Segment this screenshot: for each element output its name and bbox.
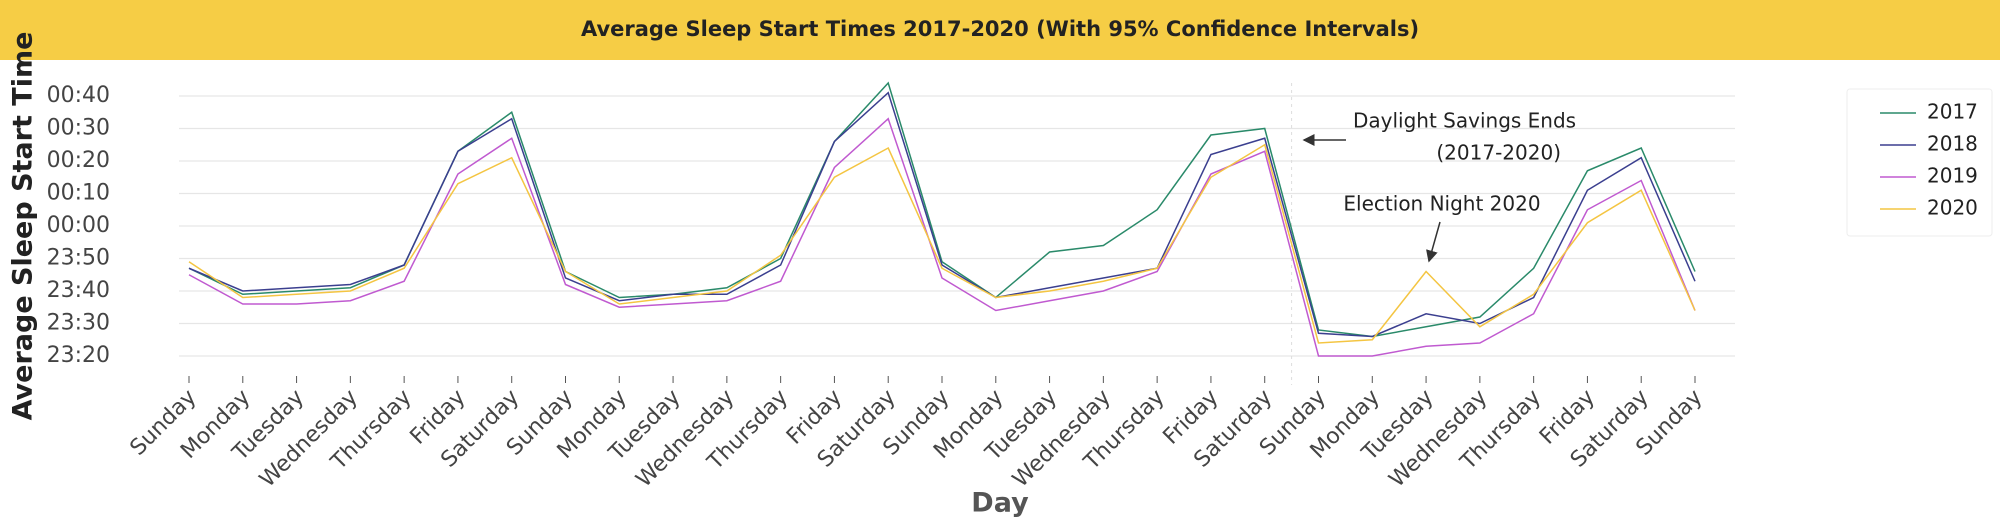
legend-label: 2019 [1927, 164, 1978, 188]
title-band [0, 0, 2000, 60]
annotation: Election Night 2020 [1343, 192, 1540, 216]
series-line [188, 117, 1696, 357]
legend-label: 2020 [1927, 196, 1978, 220]
annotation: Daylight Savings Ends [1353, 109, 1576, 133]
x-axis-title: Day [971, 488, 1029, 519]
y-tick-label: 00:00 [47, 213, 110, 238]
legend-label: 2018 [1927, 132, 1978, 156]
y-tick-label: 00:30 [47, 116, 110, 141]
y-tick-label: 23:20 [47, 343, 110, 368]
legend-label: 2017 [1927, 100, 1978, 124]
series-line [188, 91, 1696, 338]
y-tick-label: 23:50 [47, 246, 110, 271]
y-axis-title: Average Sleep Start Time [8, 32, 39, 421]
y-tick-label: 00:40 [47, 83, 110, 108]
y-tick-label: 00:10 [47, 181, 110, 206]
y-tick-label: 23:30 [47, 311, 110, 336]
chart-title: Average Sleep Start Times 2017-2020 (Wit… [581, 17, 1419, 41]
series-line [188, 143, 1696, 344]
y-tick-label: 23:40 [47, 278, 110, 303]
legend-box [1846, 88, 1993, 237]
annotation: (2017-2020) [1436, 141, 1561, 165]
y-tick-label: 00:20 [47, 148, 110, 173]
annotation-arrow [1426, 221, 1441, 263]
